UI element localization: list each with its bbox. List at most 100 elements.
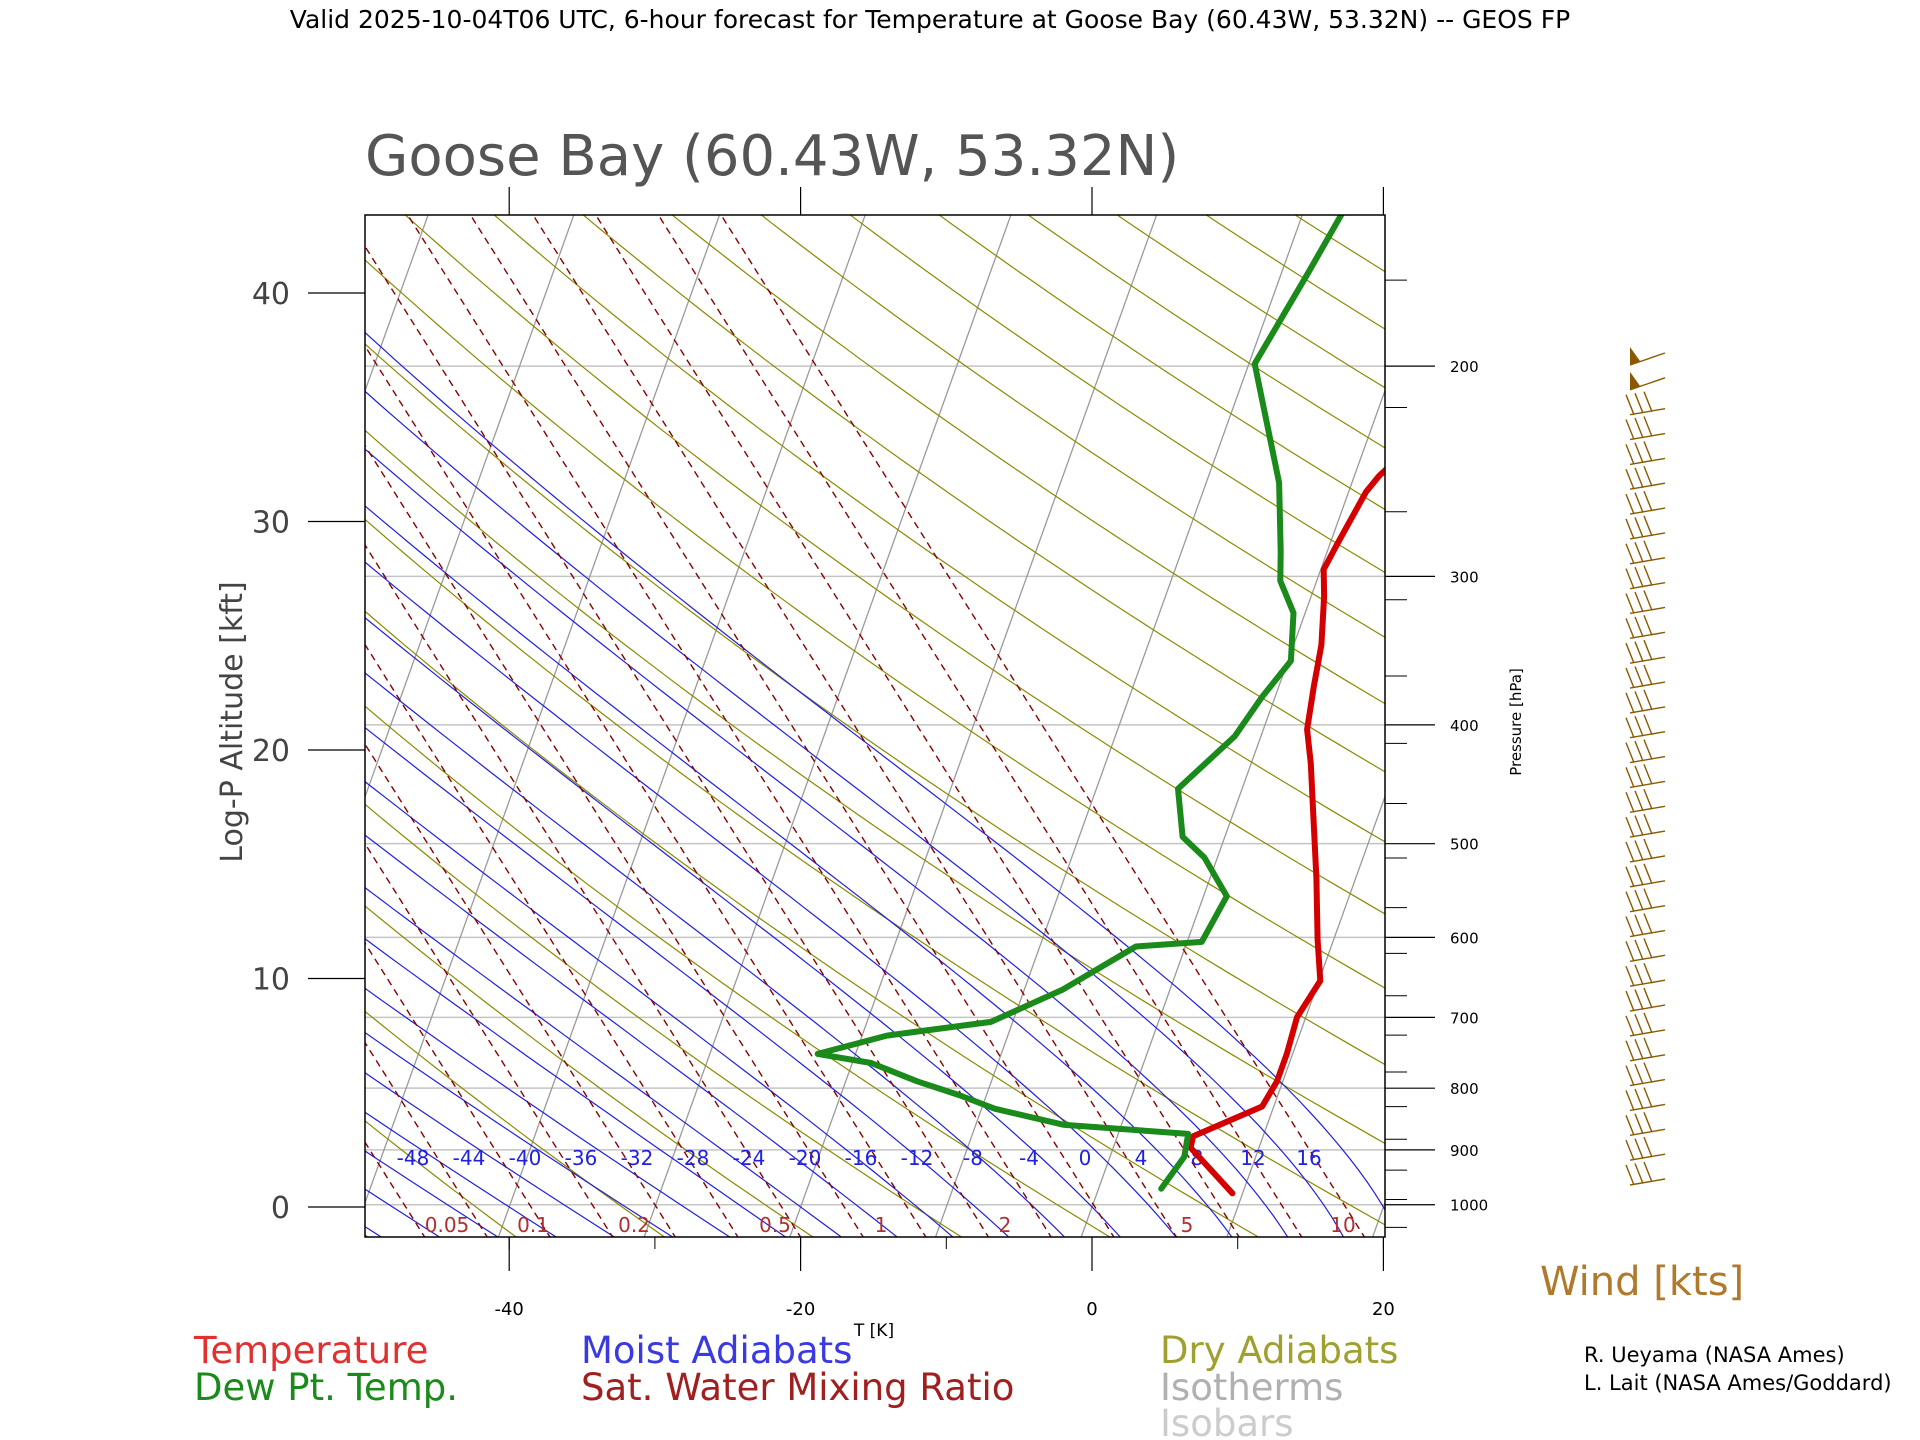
moist-adiabat-line [365, 1031, 674, 1237]
mixing-ratio-label: 0.5 [759, 1213, 791, 1237]
moist-adiabat-line [365, 561, 1177, 1237]
moist-adiabat-label: -4 [1019, 1146, 1039, 1170]
x-tick-label: 0 [1086, 1299, 1097, 1320]
wind-barb [1625, 540, 1666, 565]
mixing-ratio-line [657, 215, 1303, 1237]
moist-adiabat-label: -24 [733, 1146, 766, 1170]
wind-barb [1625, 465, 1666, 490]
legend-dry-adiabats: Dry Adiabats [1160, 1329, 1398, 1372]
profiles [814, 215, 1385, 1197]
moist-adiabat-line [365, 987, 731, 1237]
wind-label: Wind [kts] [1540, 1259, 1744, 1305]
moist-adiabat-label: -28 [677, 1146, 710, 1170]
wind-barb [1625, 1161, 1666, 1186]
moist-adiabat-line [365, 938, 787, 1237]
moist-adiabat-label: -16 [845, 1146, 878, 1170]
moist-adiabat-label: -40 [509, 1146, 542, 1170]
wind-barb [1625, 689, 1666, 714]
legend-isotherms: Isotherms [1160, 1366, 1343, 1409]
wind-barb [1625, 1112, 1666, 1136]
dry-adiabat-line [0, 199, 73, 1239]
dry-adiabat-line [1294, 215, 1385, 273]
mixing-ratio-label: 5 [1181, 1213, 1194, 1237]
isotherm-line [934, 215, 1303, 1237]
wind-barb [1625, 490, 1666, 515]
moist-adiabat-line [365, 616, 1122, 1237]
moist-adiabat-line [365, 331, 1385, 1211]
wind-barb [1625, 813, 1666, 838]
wind-barb [1625, 838, 1666, 863]
plot-frame [364, 214, 1386, 1238]
pressure-tick-label: 800 [1450, 1080, 1479, 1098]
dry-adiabat-line [1116, 215, 1385, 389]
mixing-ratio-line [0, 199, 301, 1239]
pressure-axis-label: Pressure [hPa] [1507, 668, 1525, 776]
pressure-tick-label: 400 [1450, 717, 1479, 735]
pressure-tick-label: 300 [1450, 568, 1479, 586]
dry-adiabat-line [1624, 199, 1920, 1239]
dry-adiabat-line [1027, 215, 1385, 449]
mixing-ratio-line [0, 199, 238, 1239]
moist-adiabat-line [365, 726, 1010, 1237]
moist-adiabat-line [365, 672, 1066, 1237]
x-tick-label: -40 [494, 1299, 523, 1320]
pressure-tick-label: 1000 [1450, 1197, 1488, 1215]
mixing-ratio-line [365, 742, 677, 1237]
x-axis-label: T [K] [853, 1321, 894, 1341]
moist-adiabat-label: -48 [397, 1146, 430, 1170]
wind-barb [1625, 1012, 1666, 1037]
dry-adiabat-line [404, 215, 1385, 915]
wind-barb [1629, 347, 1666, 366]
mixing-ratio-label: 0.05 [425, 1213, 470, 1237]
mixing-ratio-line [532, 215, 1178, 1237]
isotherm-line [1371, 1200, 1385, 1237]
dry-adiabat-line [1383, 215, 1385, 217]
moist-adiabat-label: -32 [621, 1146, 654, 1170]
background-lines [0, 197, 1920, 1239]
wind-barb [1625, 1062, 1666, 1087]
mixing-ratio-line [469, 215, 1115, 1237]
legend-moist-adiabats: Moist Adiabats [581, 1329, 852, 1372]
mixing-ratio-label: 1 [875, 1213, 888, 1237]
dry-adiabat-line [849, 215, 1385, 574]
wind-barb [1625, 764, 1666, 789]
legend-dewpoint: Dew Pt. Temp. [194, 1366, 458, 1409]
moist-adiabat-line [365, 886, 843, 1237]
dry-adiabat-line [365, 518, 1385, 1226]
dry-adiabat-line [365, 610, 1260, 1237]
y-tick-label: 30 [252, 506, 290, 541]
dry-adiabat-line [1713, 199, 1920, 1239]
y-axis-label: Log-P Altitude [kft] [215, 581, 250, 862]
dry-adiabat-line [1205, 215, 1385, 330]
isotherm-line [789, 215, 1158, 1237]
mixing-ratio-line [365, 643, 739, 1237]
wind-barb [1625, 938, 1666, 963]
dry-adiabat-line [365, 1010, 666, 1237]
moist-adiabat-line [365, 780, 954, 1237]
moist-adiabat-line [365, 1225, 383, 1237]
wind-barb [1625, 664, 1666, 689]
y-tick-label: 40 [252, 277, 290, 312]
pressure-tick-label: 900 [1450, 1142, 1479, 1160]
legend-temperature: Temperature [193, 1329, 428, 1372]
legend-mixing-ratio: Sat. Water Mixing Ratio [581, 1366, 1014, 1409]
mixing-ratio-line [365, 842, 614, 1237]
moist-adiabat-label: 16 [1296, 1146, 1321, 1170]
x-tick-label: -20 [786, 1299, 815, 1320]
dry-adiabat-line [365, 1120, 518, 1237]
moist-adiabat-line [365, 1072, 616, 1237]
dry-adiabat-line [760, 215, 1385, 638]
isotherm-line [643, 215, 1012, 1237]
moist-adiabat-label: -36 [565, 1146, 598, 1170]
isotherm-line [0, 197, 143, 1239]
in-plot-labels: -48 -44 -40 -36 -32 -28 -24 -20 -16 -12 -8 -4 0 4 8 12 1… [397, 1146, 1356, 1237]
moist-adiabat-label: -12 [901, 1146, 934, 1170]
wind-barb [1625, 863, 1666, 888]
moist-adiabat-line [365, 390, 1345, 1237]
y-tick-label: 20 [252, 734, 290, 769]
legend-isobars: Isobars [1160, 1402, 1293, 1440]
dry-adiabat-line [365, 343, 1385, 1066]
mixing-ratio-line [365, 444, 864, 1237]
